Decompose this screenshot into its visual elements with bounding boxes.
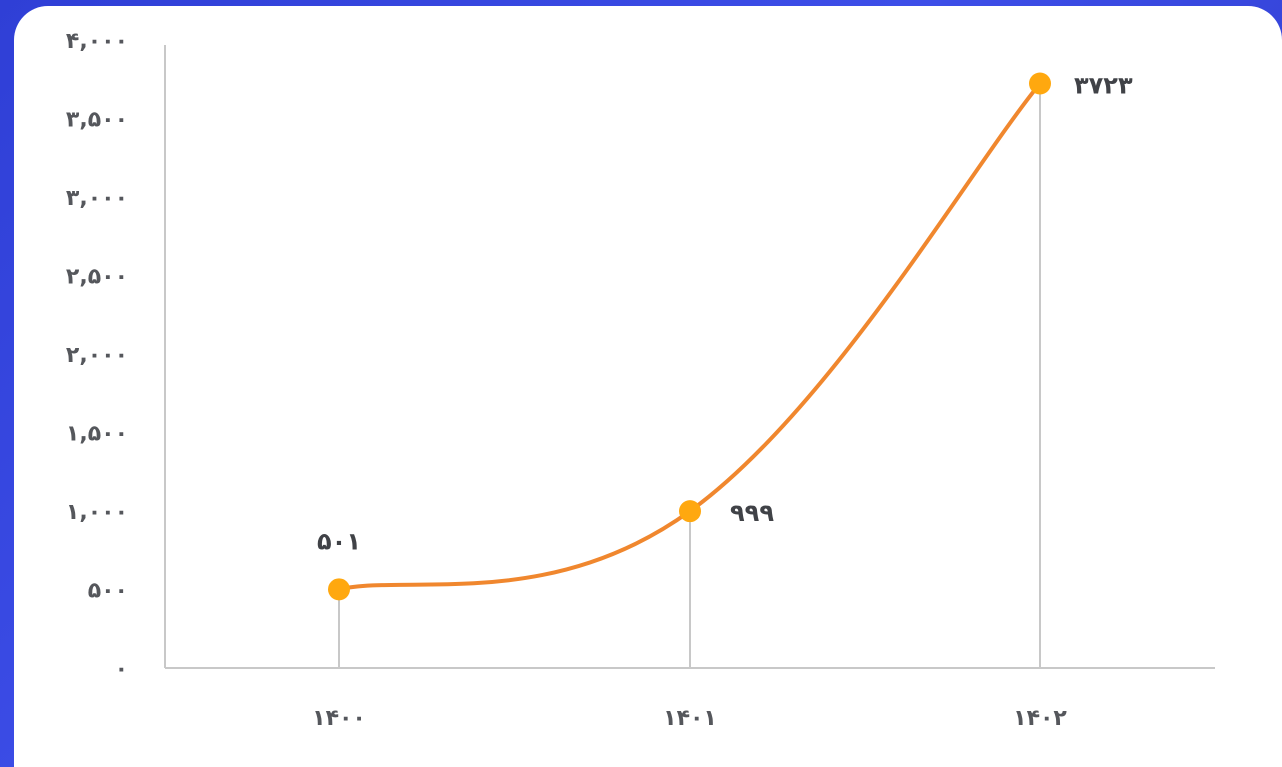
data-label: ۹۹۹ xyxy=(730,499,774,527)
data-point xyxy=(1029,72,1051,95)
x-tick-label: ۱۴۰۱ xyxy=(663,706,717,731)
y-tick-label: ۳,۵۰۰ xyxy=(66,108,128,133)
y-tick-label: ۱,۰۰۰ xyxy=(66,500,128,525)
x-tick-label: ۱۴۰۰ xyxy=(312,706,366,731)
series-line xyxy=(337,81,1042,592)
chart-card xyxy=(14,6,1282,767)
data-label: ۳۷۲۳ xyxy=(1074,71,1133,99)
y-tick-label: ۲,۵۰۰ xyxy=(66,265,128,290)
data-point xyxy=(328,578,350,601)
y-tick-label: ۱,۵۰۰ xyxy=(66,422,128,447)
y-tick-label: ۵۰۰ xyxy=(88,579,128,604)
data-point xyxy=(679,500,701,523)
y-tick-label: ۲,۰۰۰ xyxy=(66,343,128,368)
y-tick-label: ۳,۰۰۰ xyxy=(66,186,128,211)
data-label: ۵۰۱ xyxy=(317,527,361,555)
x-tick-label: ۱۴۰۲ xyxy=(1013,706,1067,731)
y-tick-label: ۰ xyxy=(115,657,128,682)
y-tick-label: ۴,۰۰۰ xyxy=(66,29,128,54)
